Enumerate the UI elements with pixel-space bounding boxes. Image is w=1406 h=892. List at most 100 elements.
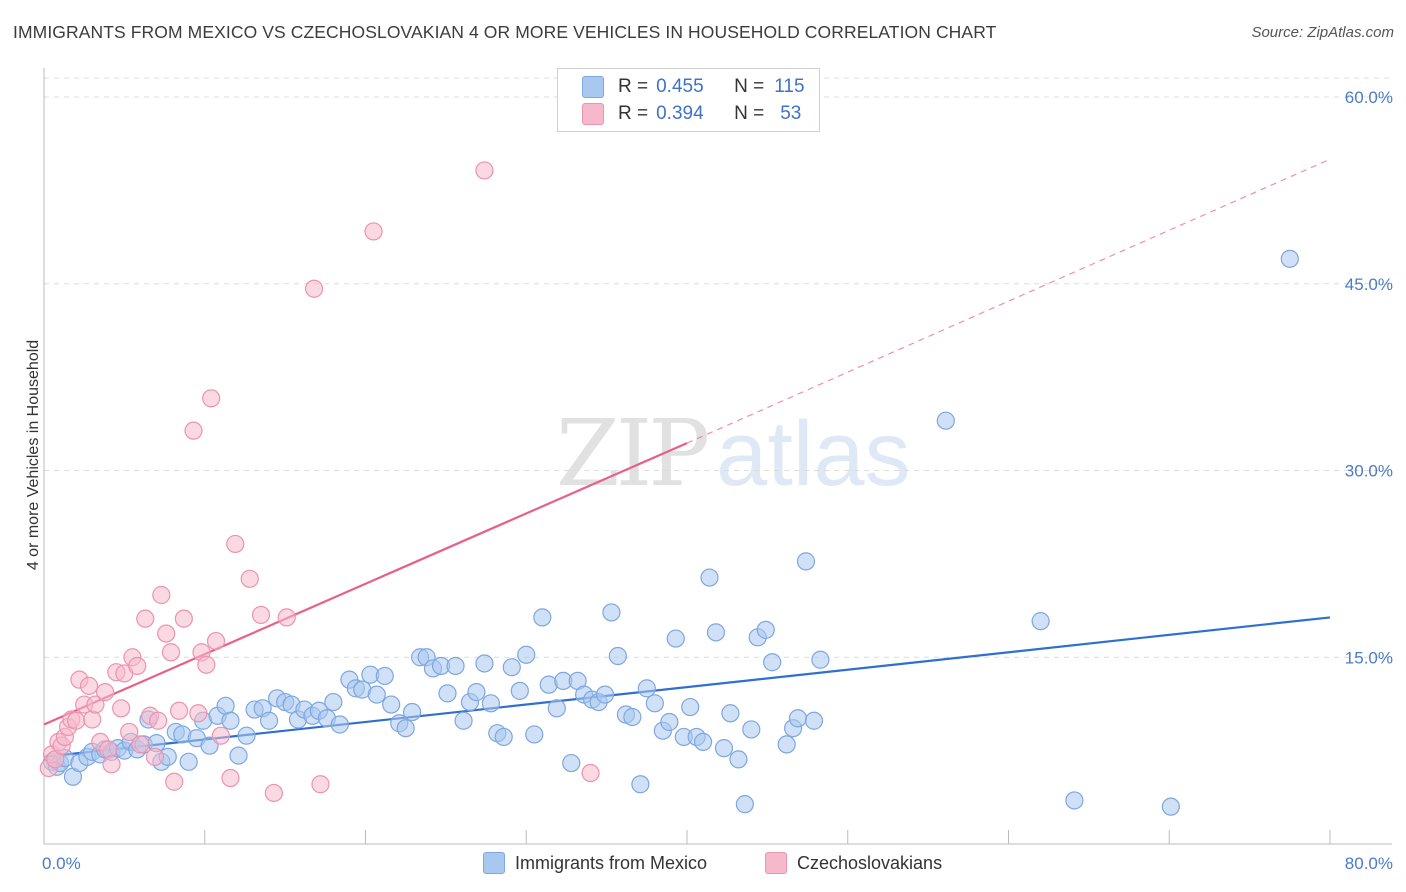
legend-n-label: N = [734, 76, 765, 97]
point-mexico [706, 623, 726, 642]
point-mexico [382, 695, 401, 714]
point-czech [211, 726, 230, 745]
y-tick-label: 45.0% [1345, 275, 1393, 294]
point-czech [120, 722, 139, 742]
point-mexico [396, 719, 415, 738]
axes [43, 68, 1392, 845]
point-mexico [742, 720, 761, 739]
point-mexico [631, 775, 650, 794]
trend-line-mexico [43, 616, 1331, 758]
point-czech [145, 747, 165, 766]
legend-r-label: R = [618, 76, 649, 97]
point-czech [149, 711, 168, 730]
point-mexico [602, 603, 621, 622]
point-mexico [494, 727, 513, 747]
y-tick-label: 15.0% [1345, 648, 1393, 667]
tick-labels: 15.0% 30.0% 45.0% 60.0% 0.0% 80.0% [42, 88, 1393, 873]
point-czech [202, 389, 221, 408]
point-mexico [721, 704, 740, 723]
legend-row-czech: R = 0.394 N = 53 [582, 101, 801, 127]
legend-label-czech: Czechoslovakians [797, 852, 943, 873]
point-mexico [446, 656, 465, 676]
point-mexico [756, 620, 775, 639]
point-mexico [533, 608, 552, 627]
point-mexico [1065, 791, 1084, 810]
point-czech [240, 569, 259, 588]
point-mexico [547, 699, 566, 718]
legend-swatch-mexico [582, 76, 604, 98]
legend-label-mexico: Immigrants from Mexico [515, 852, 708, 873]
point-mexico [645, 694, 664, 713]
trend-extension-czech [686, 158, 1331, 444]
point-mexico [229, 746, 248, 765]
source-credit: Source: ZipAtlas.com [1251, 24, 1394, 41]
point-czech [165, 772, 184, 791]
point-czech [304, 279, 324, 298]
point-mexico [330, 715, 349, 734]
point-czech [102, 755, 121, 774]
point-mexico [637, 679, 656, 698]
point-mexico [438, 684, 457, 703]
point-mexico [936, 411, 955, 430]
point-mexico [666, 629, 685, 648]
point-mexico [788, 709, 808, 728]
point-mexico [595, 685, 615, 704]
watermark-atlas: atlas [716, 403, 911, 505]
x-tick-label-start: 0.0% [42, 854, 81, 873]
point-mexico [804, 711, 824, 730]
point-mexico [525, 725, 544, 744]
point-czech [251, 605, 271, 625]
point-mexico [1161, 797, 1180, 816]
legend-swatch-czech [582, 103, 604, 125]
legend-item-czech: Czechoslovakians [765, 852, 942, 874]
point-mexico [517, 645, 536, 664]
point-czech [128, 656, 147, 676]
legend-r-value: 0.455 [656, 76, 704, 97]
point-mexico [237, 726, 256, 745]
point-czech [206, 631, 226, 651]
point-czech [83, 710, 102, 729]
legend-n-label: N = [734, 103, 765, 124]
point-mexico [623, 707, 642, 727]
data-points [39, 161, 1299, 816]
point-mexico [1280, 249, 1299, 268]
point-mexico [475, 654, 494, 673]
legend-r-value: 0.394 [656, 103, 704, 124]
point-mexico [681, 697, 700, 717]
point-mexico [735, 795, 754, 814]
point-czech [157, 624, 176, 643]
point-mexico [608, 646, 627, 666]
point-mexico [811, 650, 830, 669]
legend-r-label: R = [618, 103, 649, 124]
point-mexico [700, 568, 719, 587]
point-mexico [367, 685, 386, 704]
point-mexico [179, 752, 198, 771]
point-mexico [467, 683, 486, 702]
point-czech [131, 735, 150, 754]
series-legend: Immigrants from Mexico Czechoslovakians [0, 852, 1406, 876]
point-czech [112, 699, 131, 718]
point-mexico [693, 732, 713, 752]
point-czech [226, 534, 245, 554]
point-mexico [562, 753, 581, 773]
point-mexico [454, 711, 473, 730]
trend-line-czech [43, 442, 688, 726]
legend-swatch-czech [765, 852, 787, 874]
point-czech [99, 740, 118, 759]
legend-row-mexico: R = 0.455 N = 115 [582, 74, 805, 100]
point-czech [197, 655, 216, 674]
point-mexico [510, 681, 529, 700]
point-czech [189, 704, 208, 723]
point-czech [221, 768, 240, 788]
point-mexico [777, 735, 796, 754]
point-czech [86, 695, 105, 714]
point-czech [475, 161, 494, 180]
legend-item-mexico: Immigrants from Mexico [483, 852, 707, 874]
trend-lines [43, 158, 1331, 758]
point-mexico [796, 552, 816, 571]
point-czech [161, 643, 181, 662]
point-mexico [1031, 612, 1050, 631]
point-mexico [502, 658, 521, 677]
point-czech [95, 683, 115, 702]
